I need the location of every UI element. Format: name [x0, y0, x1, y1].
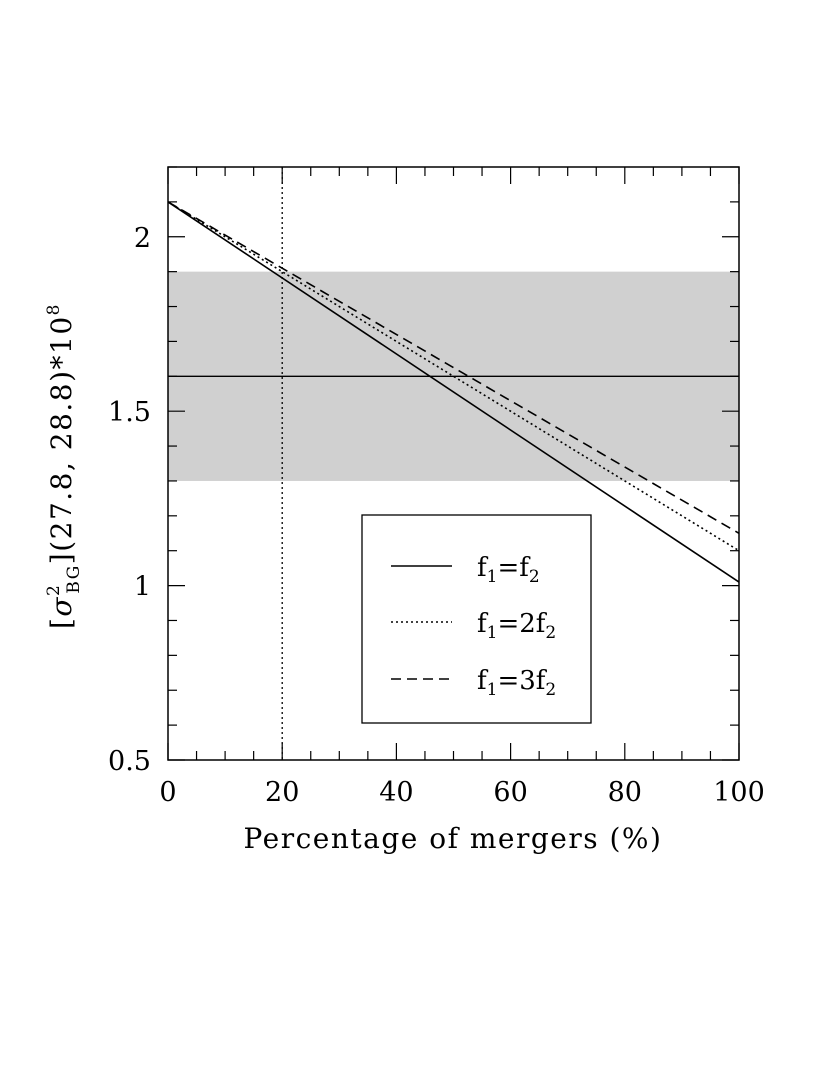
y-tick-label-3: 2 — [134, 223, 151, 254]
y-tick-label-1: 1 — [134, 572, 151, 603]
ticks-layer — [167, 166, 740, 761]
y-axis-title: [σ2BG](27.8, 28.8)*108 — [44, 303, 84, 629]
legend-label-series-1: f1=2f2 — [477, 609, 556, 643]
y-axis-title-superscript: 2 — [44, 584, 64, 596]
x-tick-label-2: 40 — [379, 777, 413, 808]
y-axis-title-symbol: σ — [45, 596, 78, 617]
x-tick-label-0: 0 — [159, 777, 176, 808]
x-tick-label-4: 80 — [608, 777, 642, 808]
y-axis-title-prefix: [ — [45, 617, 78, 629]
y-axis-title-exponent: 8 — [44, 303, 64, 315]
x-tick-label-5: 100 — [713, 777, 765, 808]
labels-layer: 0 20 40 60 80 100 0.5 1 1.5 2 — [108, 223, 765, 808]
x-tick-label-3: 60 — [493, 777, 527, 808]
x-tick-label-1: 20 — [265, 777, 299, 808]
series-line-1 — [167, 201, 740, 552]
legend-label-series-0: f1=f2 — [477, 553, 540, 587]
marks-layer — [167, 167, 740, 760]
series-line-0 — [167, 201, 740, 583]
y-axis-title-suffix: ](27.8, 28.8)*10 — [45, 315, 78, 564]
x-axis-title: Percentage of mergers (%) — [244, 822, 663, 855]
y-axis-title-subscript: BG — [64, 564, 84, 593]
legend-box — [361, 514, 592, 724]
y-tick-label-2: 1.5 — [108, 397, 151, 428]
y-tick-label-0: 0.5 — [108, 746, 151, 777]
legend-label-series-2: f1=3f2 — [477, 666, 556, 700]
series-line-2 — [167, 201, 740, 534]
legend: f1=f2 f1=2f2 f1=3f2 — [361, 514, 592, 724]
